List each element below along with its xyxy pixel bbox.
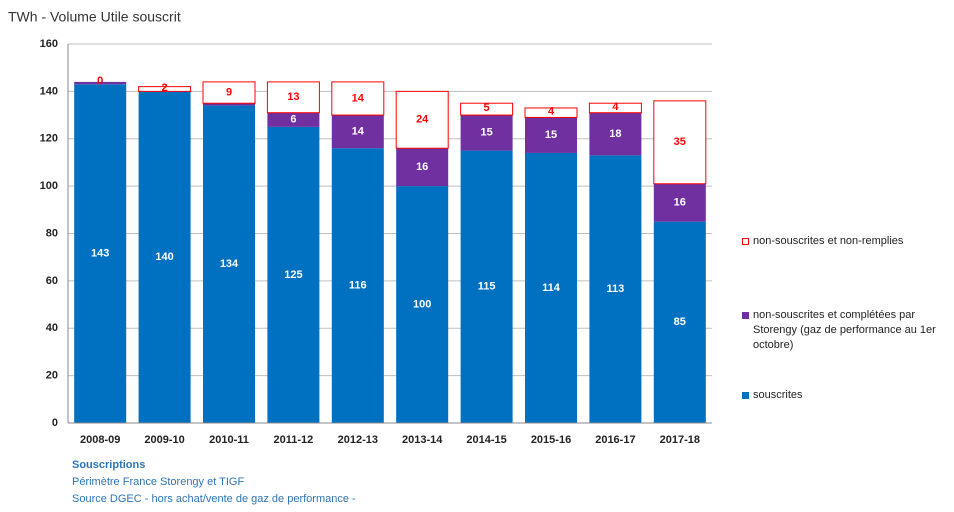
bar-segment (267, 112, 320, 127)
x-tick-label: 2014-15 (466, 434, 506, 446)
bar-segment (395, 90, 449, 149)
legend-label: souscrites (753, 389, 803, 401)
data-label: 113 (607, 283, 625, 295)
bar-segment (460, 102, 514, 116)
data-label: 18 (609, 128, 621, 140)
legend-swatch (742, 392, 749, 399)
legend-item: non-souscrites et complétées par Storeng… (742, 308, 952, 353)
bar-segment (653, 183, 706, 222)
bar-segment (525, 152, 577, 423)
data-label: 100 (413, 298, 431, 310)
data-label: 13 (287, 91, 299, 103)
legend-swatch (742, 238, 749, 245)
data-label: 114 (542, 282, 561, 294)
bar-segment (202, 81, 256, 104)
y-tick-label: 140 (40, 85, 58, 97)
bar-segment (74, 81, 127, 85)
legend-item: non-souscrites et non-remplies (742, 234, 952, 249)
chart-title: TWh - Volume Utile souscrit (8, 9, 181, 25)
x-tick-label: 2013-14 (402, 434, 443, 446)
data-label: 134 (220, 258, 239, 270)
legend-swatch (742, 312, 749, 319)
data-label: 116 (349, 280, 367, 292)
bar-segment (203, 103, 255, 106)
data-label: 125 (284, 269, 302, 281)
x-tick-label: 2008-09 (80, 434, 120, 446)
x-tick-label: 2012-13 (338, 434, 378, 446)
data-label: 14 (352, 92, 365, 104)
bar-segment (266, 81, 320, 114)
bar-segment (589, 112, 642, 156)
bar-segment (525, 117, 577, 153)
y-tick-label: 40 (46, 322, 58, 334)
bar-segment (138, 91, 191, 423)
bar-segment (74, 84, 127, 424)
data-label: 140 (155, 251, 173, 263)
y-tick-label: 160 (40, 38, 58, 50)
bar-segment (653, 100, 707, 185)
bar-segment (203, 105, 255, 424)
bar-segment (331, 81, 385, 116)
data-label: 16 (674, 197, 686, 209)
legend-item: souscrites (742, 388, 952, 403)
y-tick-label: 20 (46, 370, 58, 382)
y-tick-label: 60 (46, 275, 58, 287)
data-label: 2 (162, 82, 168, 94)
bar-segment (267, 126, 320, 423)
bar-segment (331, 115, 384, 149)
data-label: 35 (674, 136, 686, 148)
bar-segment (138, 86, 192, 92)
data-label: 85 (674, 316, 686, 328)
data-label: 9 (226, 86, 232, 98)
x-tick-label: 2011-12 (274, 434, 314, 446)
y-tick-label: 80 (46, 227, 58, 239)
bar-segment (524, 107, 578, 118)
data-label: 15 (480, 127, 492, 139)
y-tick-label: 0 (52, 417, 58, 429)
data-label: 16 (416, 161, 428, 173)
bar-segment (460, 115, 513, 151)
bar-segment (396, 148, 449, 187)
footnote: Périmètre France Storengy et TIGF (72, 476, 245, 488)
bar-segment (653, 221, 706, 423)
bar-segment (588, 102, 642, 114)
y-tick-label: 120 (40, 133, 58, 145)
bar-segment (589, 155, 642, 424)
legend-label: non-souscrites et complétées par Storeng… (753, 309, 936, 351)
x-tick-label: 2015-16 (531, 434, 571, 446)
footnote: Souscriptions (72, 459, 146, 471)
data-label: 5 (484, 102, 490, 114)
data-label: 4 (612, 101, 619, 113)
data-label: 15 (545, 129, 557, 141)
data-label: 115 (478, 281, 496, 293)
data-label: 24 (416, 114, 429, 126)
data-label: 14 (352, 126, 365, 138)
y-tick-label: 100 (40, 180, 58, 192)
bar-segment (331, 148, 384, 423)
data-label: 6 (290, 114, 296, 126)
footnote: Source DGEC - hors achat/vente de gaz de… (72, 493, 356, 505)
x-tick-label: 2017-18 (660, 434, 700, 446)
bar-segment (460, 150, 513, 423)
data-label: 0 (97, 75, 103, 87)
x-tick-label: 2016-17 (595, 434, 635, 446)
data-label: 143 (91, 248, 109, 260)
data-label: 4 (548, 106, 555, 118)
x-tick-label: 2010-11 (209, 434, 249, 446)
x-tick-label: 2009-10 (144, 434, 184, 446)
bar-segment (396, 186, 449, 423)
legend-label: non-souscrites et non-remplies (753, 235, 904, 247)
